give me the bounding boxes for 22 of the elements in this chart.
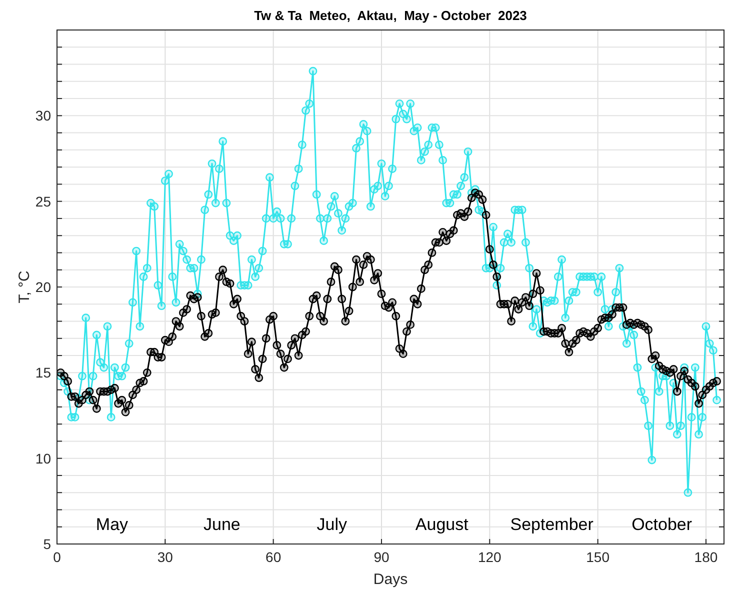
annotation: September: [510, 515, 594, 534]
annotation: August: [415, 515, 469, 534]
annotation: May: [96, 515, 129, 534]
x-axis-title: Days: [373, 571, 408, 588]
annotation: July: [316, 515, 348, 534]
x-tick-label: 60: [266, 549, 282, 565]
x-tick-label: 0: [53, 549, 62, 565]
annotation: October: [632, 515, 692, 534]
x-tick-label: 30: [157, 549, 174, 565]
x-tick-label: 120: [478, 549, 502, 565]
y-tick-label: 30: [35, 108, 52, 124]
y-tick-label: 10: [35, 450, 52, 466]
annotation: June: [204, 515, 240, 534]
y-tick-label: 15: [35, 364, 52, 381]
x-tick-label: 90: [374, 549, 390, 565]
x-tick-label: 180: [694, 549, 718, 565]
y-axis-title: T, °C: [16, 270, 33, 304]
x-tick-label: 150: [586, 549, 610, 565]
y-tick-label: 5: [43, 536, 52, 552]
chart-title: Tw & Ta Meteo, Aktau, May - October 2023: [254, 8, 527, 23]
y-tick-label: 20: [35, 279, 52, 295]
y-tick-label: 25: [35, 193, 52, 210]
